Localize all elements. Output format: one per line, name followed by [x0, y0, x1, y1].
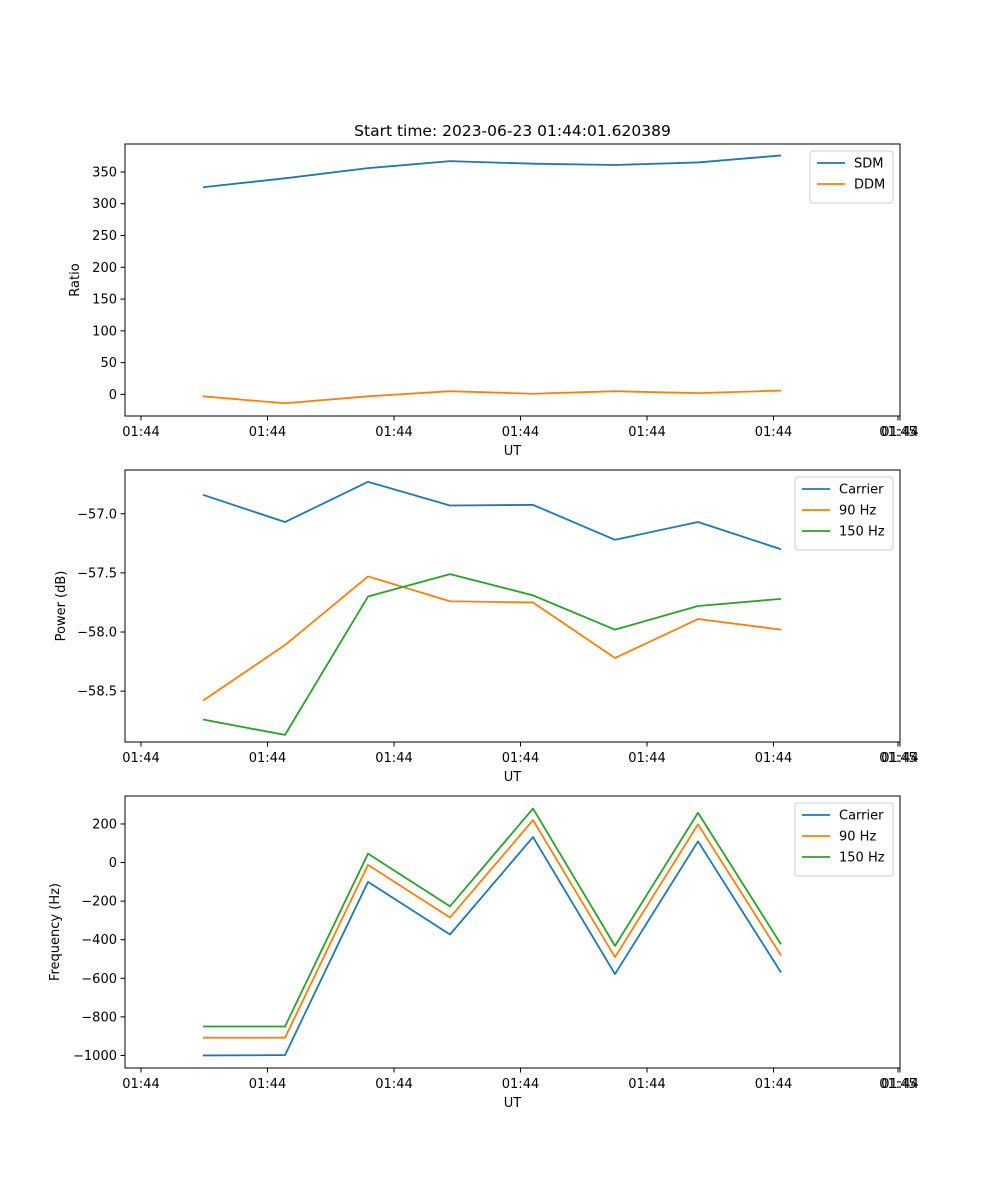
- y-tick-label: 300: [92, 197, 117, 212]
- legend-label: DDM: [854, 178, 885, 193]
- x-tick-label: 01:44: [755, 751, 792, 766]
- y-tick-label: −58.5: [77, 685, 117, 700]
- x-tick-label: 01:44: [502, 425, 539, 440]
- x-tick-label: 01:44: [628, 425, 665, 440]
- x-tick-label: 01:44: [881, 425, 918, 440]
- x-tick-label: 01:44: [375, 751, 412, 766]
- legend-label: SDM: [854, 157, 883, 172]
- x-tick-label: 01:44: [122, 425, 159, 440]
- legend-label: 90 Hz: [839, 830, 876, 845]
- y-tick-label: 200: [92, 817, 117, 832]
- plot-frame: [124, 143, 901, 417]
- legend-label: Carrier: [839, 809, 884, 824]
- y-tick-label: −400: [81, 933, 117, 948]
- series-group: [202, 807, 782, 1057]
- x-tick-label: 01:44: [122, 1077, 159, 1092]
- x-tick-label: 01:44: [249, 751, 286, 766]
- series-line-90-hz: [203, 819, 782, 1039]
- y-tick-label: 50: [100, 356, 117, 371]
- chart-panel-2: 01:44 01:44 01:44 01:44 01:44 01:44 01:4401:45…: [54, 469, 919, 785]
- legend-label: 150 Hz: [839, 851, 885, 866]
- legend-label: 90 Hz: [839, 504, 876, 519]
- y-tick-label: 0: [109, 856, 117, 871]
- x-tick-label: 01:44: [755, 425, 792, 440]
- x-tick-label: 01:44: [249, 425, 286, 440]
- x-tick-label: 01:44: [375, 425, 412, 440]
- x-tick-label: 01:44: [881, 751, 918, 766]
- series-line-sdm: [202, 154, 782, 189]
- x-axis-label: UT: [504, 770, 522, 785]
- x-tick-label: 01:44: [375, 1077, 412, 1092]
- x-tick-label: 01:44: [755, 1077, 792, 1092]
- y-axis-label: Ratio: [68, 263, 83, 296]
- x-tick-label: 01:44: [502, 1077, 539, 1092]
- y-tick-label: 100: [92, 324, 117, 339]
- chart-panel-1: 01:44 01:44 01:44 01:44 01:44 01:44 01:4401:45…: [68, 122, 919, 459]
- plot-frame: [124, 795, 901, 1069]
- legend-label: Carrier: [839, 483, 884, 498]
- chart-panel-3: 01:44 01:44 01:44 01:44 01:44 01:44 01:4401:45…: [48, 795, 919, 1111]
- plot-frame: [124, 469, 901, 743]
- y-tick-label: −57.0: [77, 507, 117, 522]
- series-line-150-hz: [203, 807, 782, 1028]
- x-tick-label: 01:44: [249, 1077, 286, 1092]
- legend: SDM DDM: [809, 150, 894, 204]
- x-tick-label: 01:44: [122, 751, 159, 766]
- series-line-150-hz: [202, 573, 782, 736]
- y-tick-label: −800: [81, 1010, 117, 1025]
- y-tick-label: 0: [109, 388, 117, 403]
- y-tick-label: −58.0: [77, 626, 117, 641]
- series-group: [202, 154, 782, 405]
- series-line-carrier: [202, 480, 782, 551]
- y-tick-label: 350: [92, 165, 117, 180]
- series-line-carrier: [202, 836, 782, 1057]
- y-tick-label: −57.5: [77, 566, 117, 581]
- chart-title: Start time: 2023-06-23 01:44:01.620389: [354, 122, 671, 140]
- y-tick-label: 200: [92, 261, 117, 276]
- y-axis-label: Power (dB): [54, 571, 69, 642]
- x-axis-label: UT: [504, 1096, 522, 1111]
- legend: Carrier 90 Hz 150 Hz: [794, 802, 894, 877]
- legend-label: 150 Hz: [839, 525, 885, 540]
- series-line-90-hz: [202, 575, 782, 702]
- x-tick-label: 01:45: [879, 1077, 916, 1092]
- y-tick-label: 150: [92, 293, 117, 308]
- y-tick-label: −200: [81, 895, 117, 910]
- series-line-ddm: [202, 389, 782, 405]
- y-tick-label: −1000: [73, 1049, 117, 1064]
- y-axis-label: Frequency (Hz): [48, 883, 63, 981]
- x-axis-label: UT: [504, 444, 522, 459]
- legend: Carrier 90 Hz 150 Hz: [794, 476, 894, 551]
- x-tick-label: 01:44: [628, 751, 665, 766]
- x-tick-label: 01:45: [879, 425, 916, 440]
- legend-box: [809, 150, 894, 204]
- x-tick-label: 01:45: [879, 751, 916, 766]
- series-group: [202, 480, 782, 736]
- x-tick-label: 01:44: [881, 1077, 918, 1092]
- y-tick-label: −600: [81, 972, 117, 987]
- x-tick-label: 01:44: [628, 1077, 665, 1092]
- x-tick-label: 01:44: [502, 751, 539, 766]
- y-tick-label: 250: [92, 229, 117, 244]
